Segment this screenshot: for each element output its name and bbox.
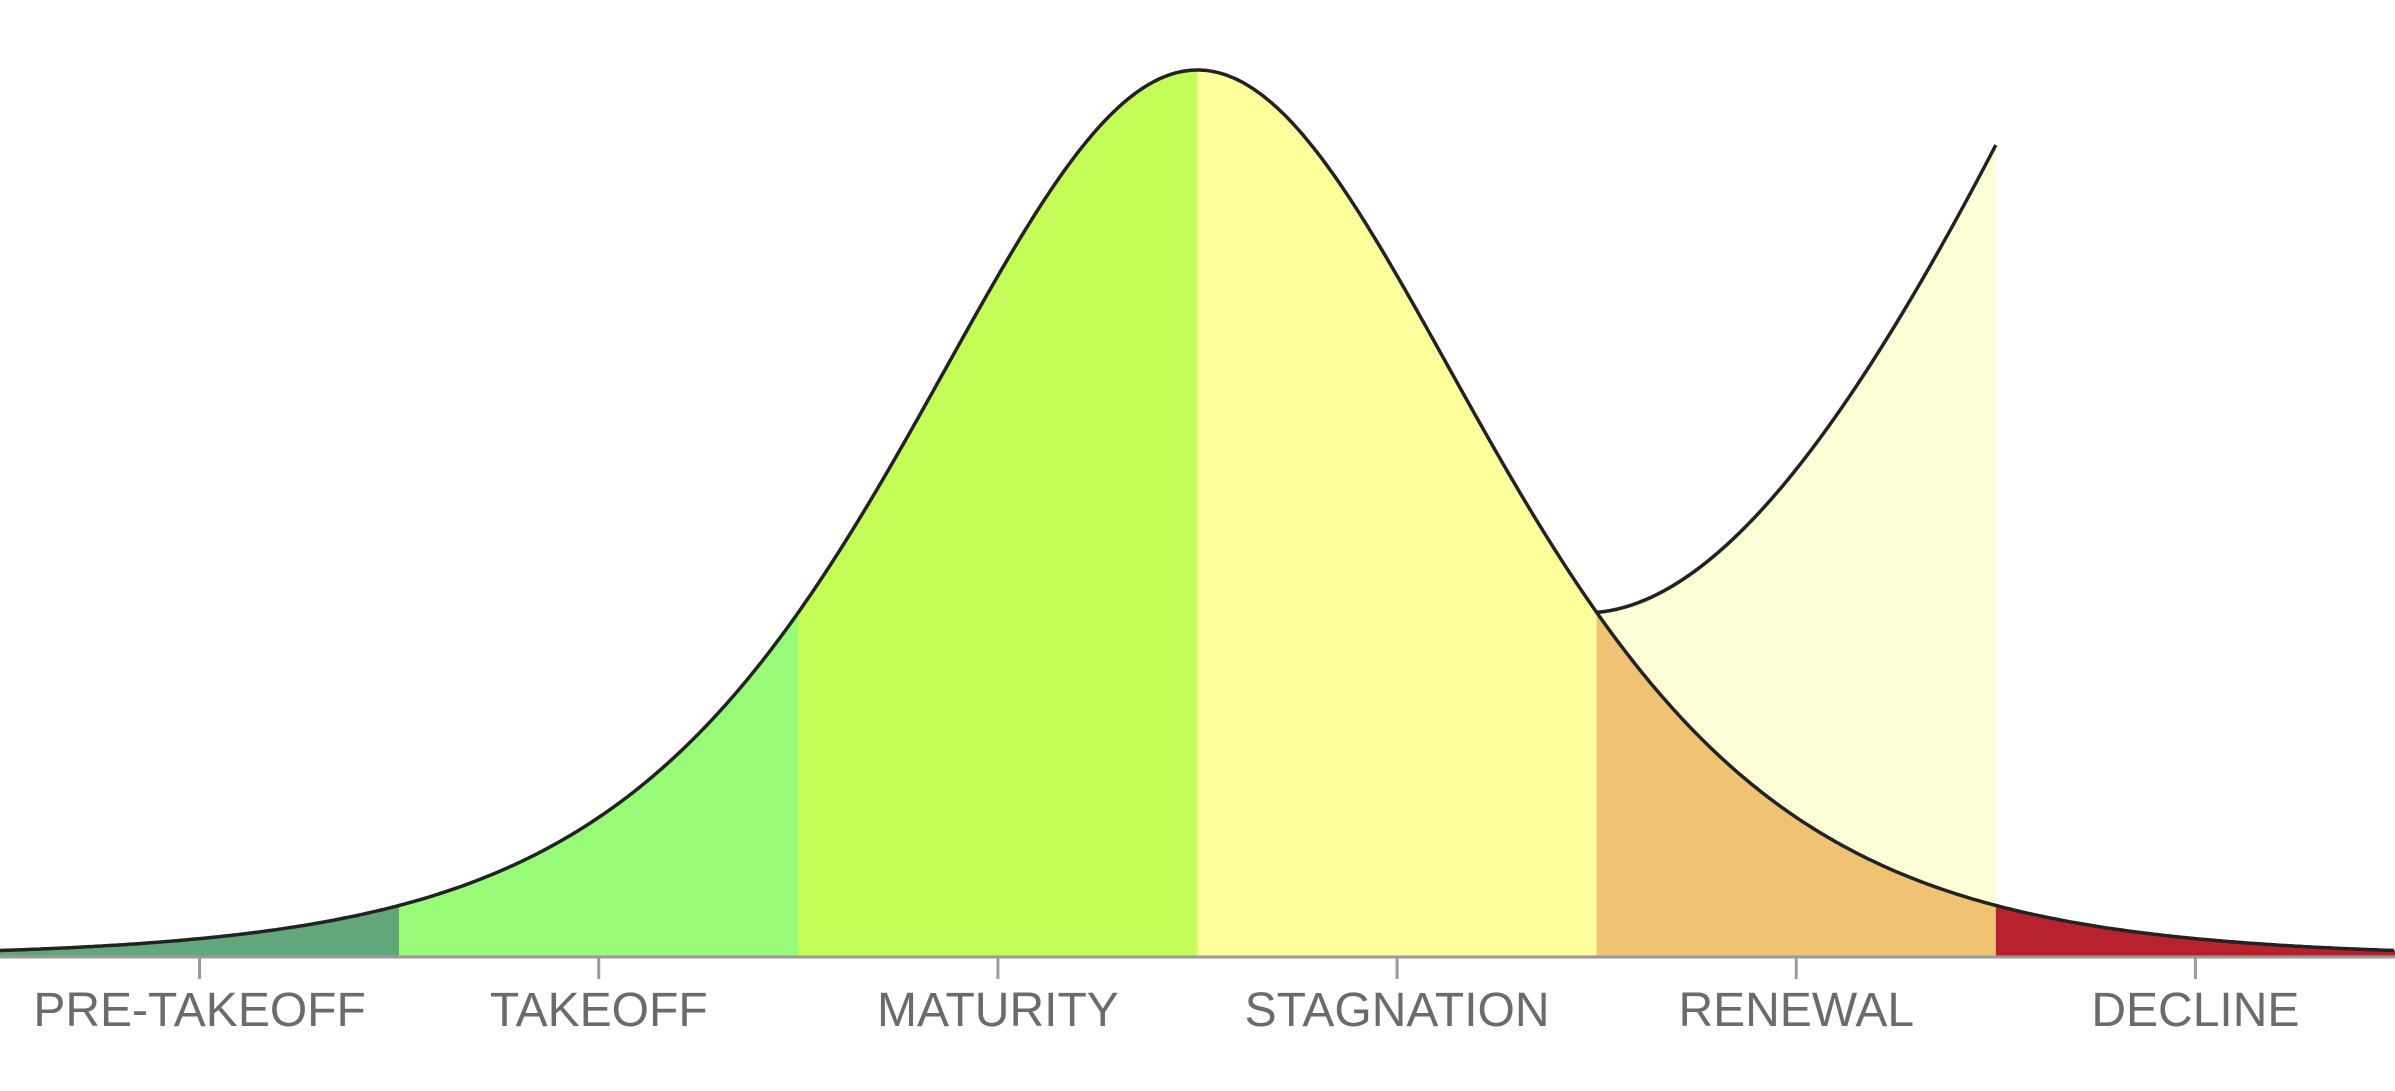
stage-band-stagnation — [1197, 70, 1597, 957]
stage-label-decline: DECLINE — [2091, 984, 2299, 1037]
stage-band-renewal — [1596, 612, 1996, 957]
stage-band-maturity — [798, 70, 1198, 957]
stage-label-renewal: RENEWAL — [1678, 984, 1914, 1037]
axis-ticks — [198, 957, 2197, 979]
stage-label-stagnation: STAGNATION — [1245, 984, 1550, 1037]
stage-band-decline — [1995, 905, 2395, 957]
stage-label-takeoff: TAKEOFF — [490, 984, 708, 1037]
stage-label-pre-takeoff: PRE-TAKEOFF — [33, 984, 365, 1037]
stage-labels: PRE-TAKEOFF TAKEOFF MATURITY STAGNATION RENE… — [33, 984, 2299, 1037]
stage-band-takeoff — [399, 612, 799, 957]
stage-band-pre-takeoff — [0, 905, 400, 957]
renewal-region — [1596, 145, 1996, 906]
lifecycle-curve — [0, 68, 2395, 953]
stage-bands — [0, 70, 2395, 957]
stage-label-maturity: MATURITY — [877, 984, 1119, 1037]
renewal-curve — [1596, 144, 1998, 615]
